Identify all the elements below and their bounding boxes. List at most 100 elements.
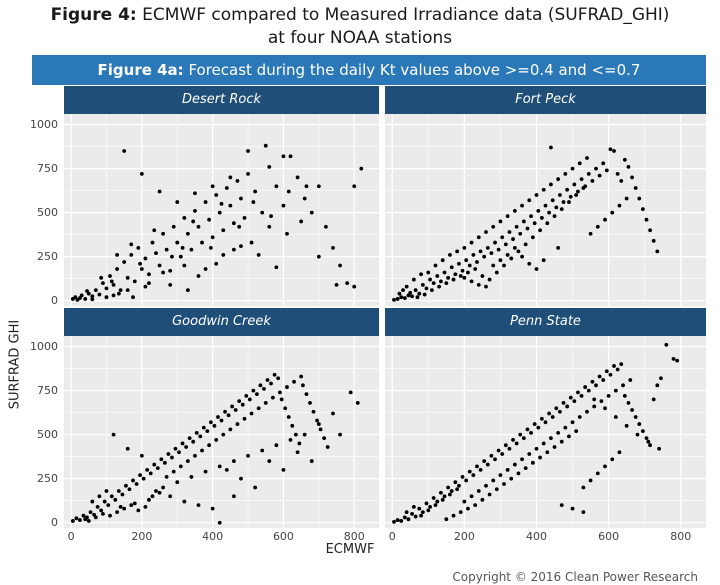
data-point (159, 457, 164, 462)
data-point (622, 157, 627, 162)
data-point (251, 200, 256, 204)
data-point (498, 219, 503, 224)
data-point (590, 379, 595, 384)
data-point (99, 508, 104, 513)
data-point (148, 471, 153, 476)
data-point (304, 392, 309, 397)
data-point (431, 496, 436, 500)
data-point (655, 249, 660, 254)
data-point (527, 261, 532, 266)
data-point (231, 459, 236, 463)
data-point (309, 459, 314, 463)
data-point (644, 436, 649, 441)
data-point (599, 399, 604, 404)
data-point (547, 411, 552, 416)
data-point (104, 295, 109, 300)
data-point (189, 475, 194, 479)
data-point (491, 263, 496, 268)
data-point (503, 443, 508, 448)
data-point (439, 279, 443, 284)
data-point (565, 404, 570, 409)
data-point (299, 374, 304, 379)
data-point (109, 494, 114, 499)
data-point (586, 388, 591, 393)
data-point (239, 476, 243, 481)
data-point (476, 282, 481, 287)
data-point (475, 260, 479, 264)
data-point (521, 436, 526, 441)
data-point (352, 284, 357, 289)
data-point (189, 247, 194, 252)
data-point (125, 446, 130, 451)
data-point (615, 171, 620, 176)
data-point (154, 489, 158, 493)
data-point (603, 464, 607, 469)
data-point (214, 193, 219, 197)
data-point (83, 297, 88, 301)
data-point (603, 406, 607, 411)
data-point (507, 230, 512, 234)
data-point (581, 186, 586, 190)
data-point (185, 288, 190, 293)
data-point (401, 288, 405, 293)
data-point (274, 265, 279, 270)
y-tick-label: 1000 (30, 339, 58, 353)
data-point (108, 274, 112, 278)
data-point (182, 263, 187, 268)
scatter-goodwin-creek (64, 336, 379, 528)
data-point (534, 267, 539, 271)
data-point (502, 263, 506, 268)
data-point (83, 517, 88, 522)
data-point (308, 401, 312, 405)
data-point (512, 462, 517, 467)
data-point (286, 415, 291, 419)
data-point (170, 455, 174, 460)
data-point (338, 432, 342, 437)
data-point (570, 166, 575, 171)
data-point (79, 293, 84, 298)
data-point (231, 247, 236, 252)
data-point (621, 383, 625, 388)
data-point (281, 203, 286, 208)
data-point (424, 501, 429, 506)
y-tick-label: 0 (51, 515, 58, 529)
data-point (168, 282, 173, 287)
data-point (466, 506, 470, 511)
data-point (493, 240, 497, 245)
data-point (242, 216, 247, 220)
data-point (178, 464, 183, 469)
data-point (612, 364, 616, 368)
data-point (489, 453, 494, 458)
data-point (109, 279, 114, 284)
data-point (154, 251, 158, 256)
data-point (316, 184, 321, 189)
data-point (399, 295, 404, 300)
data-point (467, 469, 472, 474)
data-point (196, 224, 201, 229)
data-point (231, 494, 236, 499)
data-point (549, 145, 553, 150)
data-point (191, 439, 196, 444)
data-point (134, 482, 139, 486)
data-point (529, 214, 533, 219)
data-point (511, 438, 515, 442)
data-point (469, 240, 474, 245)
data-point (532, 221, 537, 226)
data-point (187, 436, 192, 441)
data-point (254, 392, 259, 397)
data-point (435, 274, 440, 278)
data-point (184, 445, 189, 449)
data-point (549, 182, 553, 187)
data-point (221, 253, 226, 257)
data-point (253, 485, 258, 490)
data-point (428, 504, 432, 509)
data-point (419, 272, 423, 277)
data-point (185, 231, 190, 236)
data-point (348, 390, 353, 395)
data-point (116, 489, 121, 493)
data-point (311, 409, 316, 414)
x-tick-label: 200 (453, 530, 475, 543)
data-point (175, 200, 180, 204)
data-point (97, 292, 102, 297)
data-point (512, 245, 517, 250)
